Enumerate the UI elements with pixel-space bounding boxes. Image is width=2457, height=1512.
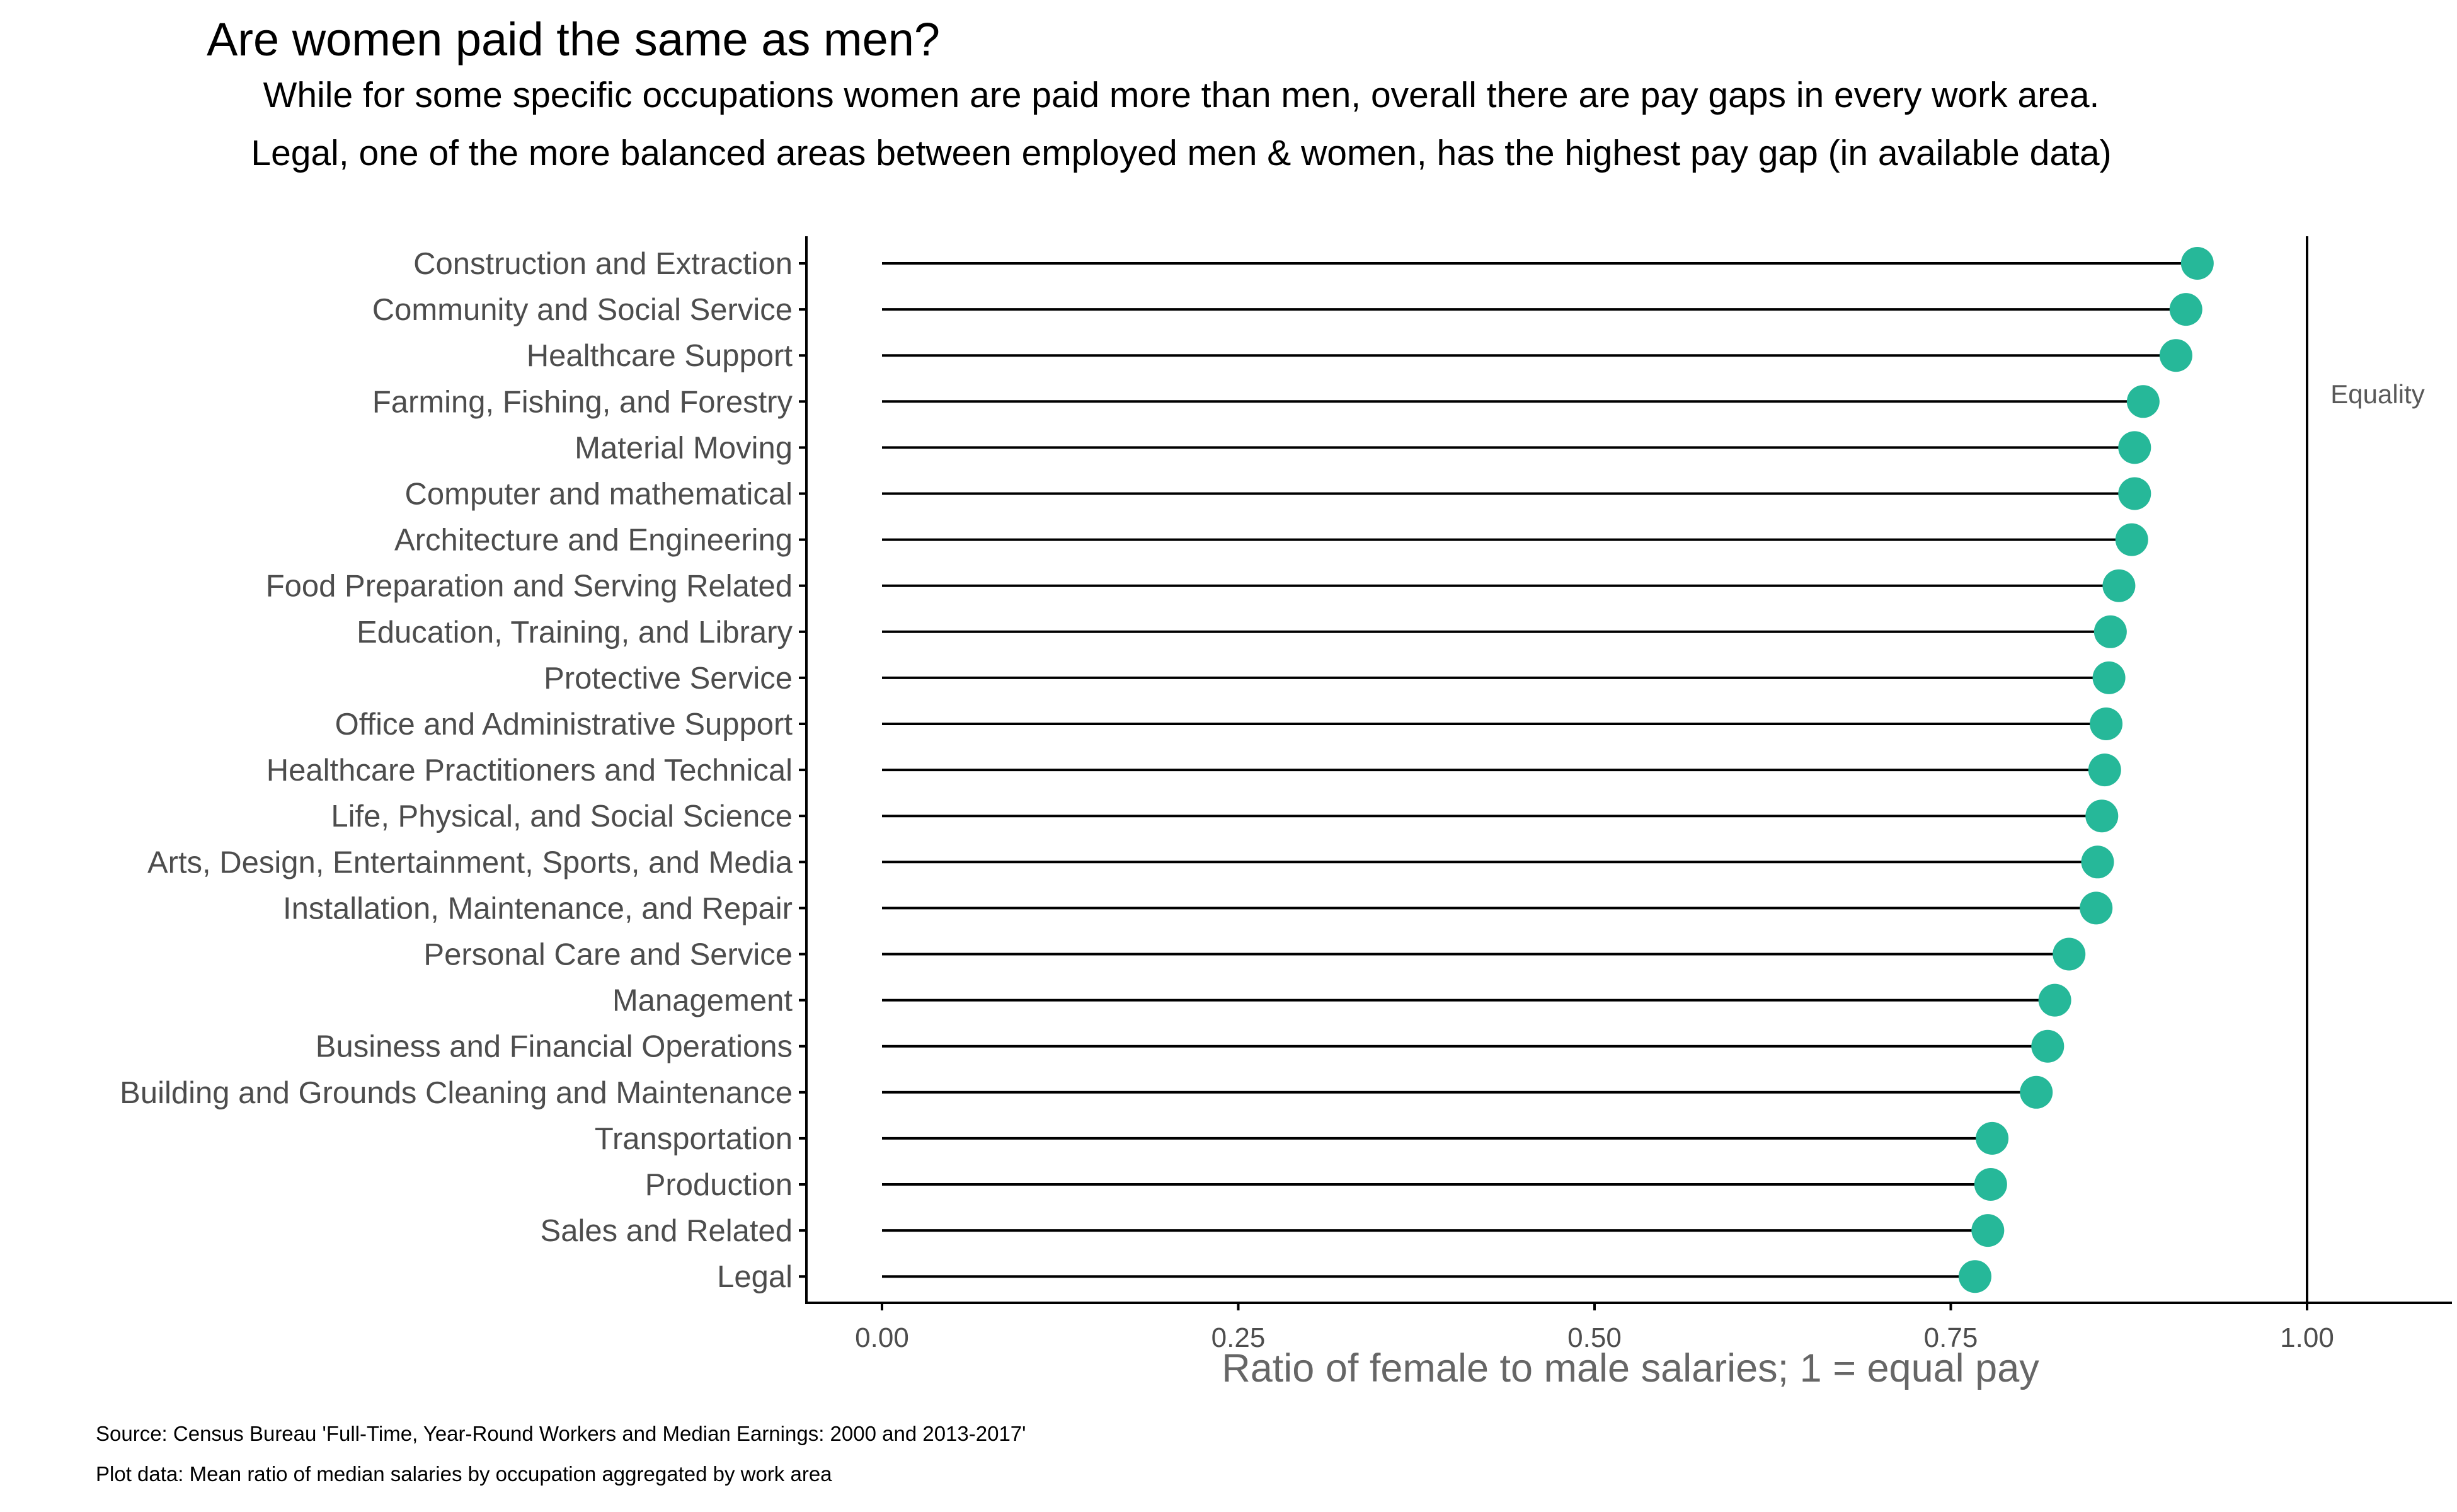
chart-title: Are women paid the same as men? <box>207 13 940 66</box>
category-label: Production <box>645 1168 793 1202</box>
x-tick-label: 0.00 <box>855 1322 909 1353</box>
category-label: Construction and Extraction <box>413 247 793 281</box>
category-labels: Construction and Extraction Community and… <box>120 247 793 1294</box>
equality-label: Equality <box>2330 379 2424 409</box>
category-label: Legal <box>717 1260 793 1294</box>
category-label: Food Preparation and Serving Related <box>266 570 793 604</box>
lollipop-segments <box>882 262 2197 1278</box>
lollipop-dot <box>1974 1168 2007 1201</box>
category-label: Healthcare Support <box>527 339 793 373</box>
x-tick-label: 0.25 <box>1211 1322 1266 1353</box>
lollipop-dot <box>2081 845 2114 879</box>
lollipop-dot <box>2088 753 2121 787</box>
category-label: Transportation <box>595 1122 793 1156</box>
category-label: Building and Grounds Cleaning and Mainte… <box>120 1076 793 1110</box>
lollipop-dot <box>2090 707 2123 740</box>
category-label: Sales and Related <box>541 1214 793 1248</box>
category-label: Farming, Fishing, and Forestry <box>372 385 793 419</box>
category-label: Life, Physical, and Social Science <box>331 799 793 833</box>
lollipop-dot <box>2038 983 2071 1017</box>
lollipop-dot <box>2085 799 2119 833</box>
category-label: Arts, Design, Entertainment, Sports, and… <box>147 845 793 879</box>
lollipop-dot <box>1976 1121 2009 1155</box>
lollipop-dot <box>2102 569 2136 602</box>
lollipop-dot <box>2159 339 2192 372</box>
category-label: Management <box>612 984 793 1018</box>
plot-area: Equality Construction and Extraction Comm… <box>120 236 2452 1353</box>
lollipop-dot <box>2092 661 2126 694</box>
category-label: Protective Service <box>544 662 793 696</box>
category-label: Personal Care and Service <box>423 938 793 972</box>
x-axis-ticks: 0.00 0.25 0.50 0.75 1.00 <box>855 1303 2334 1353</box>
chart-subtitle-line-2: Legal, one of the more balanced areas be… <box>251 133 2111 173</box>
lollipop-dot <box>2053 937 2086 971</box>
lollipop-dot <box>2080 891 2113 925</box>
source-caption: Source: Census Bureau 'Full-Time, Year-R… <box>96 1422 1026 1445</box>
lollipop-dot <box>2169 293 2202 326</box>
lollipop-dot <box>2093 615 2127 648</box>
category-label: Architecture and Engineering <box>394 524 793 558</box>
category-label: Education, Training, and Library <box>357 616 793 650</box>
category-label: Community and Social Service <box>372 293 793 327</box>
lollipop-dot <box>2020 1075 2053 1109</box>
y-axis-ticks <box>799 262 806 1278</box>
x-tick-label: 0.75 <box>1924 1322 1978 1353</box>
lollipop-dots <box>1958 247 2214 1293</box>
lollipop-dot <box>2115 523 2148 556</box>
lollipop-dot <box>2118 431 2151 464</box>
plot-data-caption: Plot data: Mean ratio of median salaries… <box>96 1462 832 1486</box>
category-label: Healthcare Practitioners and Technical <box>266 753 793 788</box>
x-axis-title: Ratio of female to male salaries; 1 = eq… <box>1222 1346 2039 1390</box>
category-label: Installation, Maintenance, and Repair <box>283 891 793 925</box>
category-label: Business and Financial Operations <box>316 1030 793 1064</box>
category-label: Office and Administrative Support <box>335 707 793 742</box>
category-label: Material Moving <box>575 431 793 465</box>
x-tick-label: 1.00 <box>2280 1322 2334 1353</box>
lollipop-dot <box>2126 385 2160 418</box>
lollipop-dot <box>1958 1260 1991 1293</box>
category-label: Computer and mathematical <box>404 478 793 512</box>
lollipop-dot <box>1971 1214 2005 1247</box>
lollipop-dot <box>2180 247 2214 280</box>
lollipop-dot <box>2031 1029 2065 1063</box>
chart-subtitle-line-1: While for some specific occupations wome… <box>263 75 2100 115</box>
x-tick-label: 0.50 <box>1567 1322 1622 1353</box>
lollipop-dot <box>2118 477 2151 510</box>
